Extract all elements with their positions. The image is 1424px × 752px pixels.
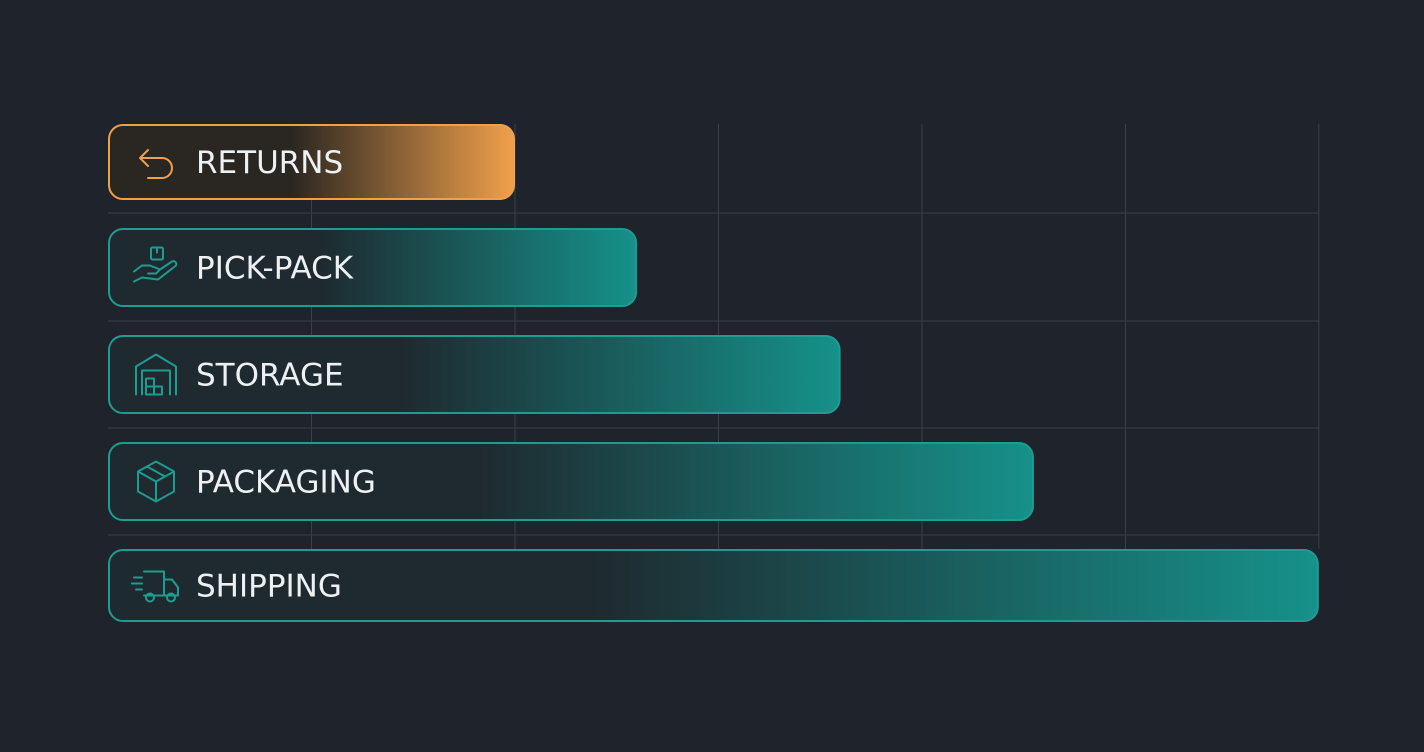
bar-label-pick-pack: PICK-PACK bbox=[196, 251, 354, 287]
bar-group-shipping: SHIPPING bbox=[108, 549, 1319, 622]
bar-returns bbox=[108, 124, 515, 200]
bar-label-shipping: SHIPPING bbox=[196, 569, 342, 605]
delivery-truck-icon bbox=[131, 570, 179, 603]
bar-label-returns: RETURNS bbox=[196, 145, 343, 181]
bar-shipping bbox=[108, 549, 1319, 622]
bar-group-returns: RETURNS bbox=[108, 124, 515, 200]
bar-label-storage: STORAGE bbox=[196, 358, 344, 394]
warehouse-icon bbox=[135, 353, 177, 396]
bar-label-packaging: PACKAGING bbox=[196, 465, 376, 501]
bar-storage bbox=[108, 335, 841, 414]
bar-group-storage: STORAGE bbox=[108, 335, 841, 414]
bars-group: RETURNS PICK-PACK STORAGE PACKAGING SHIPPING bbox=[108, 124, 1319, 622]
bar-group-pick-pack: PICK-PACK bbox=[108, 228, 638, 307]
hand-box-icon bbox=[133, 246, 178, 283]
return-arrow-icon bbox=[139, 149, 173, 179]
bar-packaging bbox=[108, 442, 1034, 521]
bar-pick-pack bbox=[108, 228, 638, 307]
bar-group-packaging: PACKAGING bbox=[108, 442, 1034, 521]
package-box-icon bbox=[137, 460, 175, 503]
chart-grid bbox=[108, 124, 1320, 549]
